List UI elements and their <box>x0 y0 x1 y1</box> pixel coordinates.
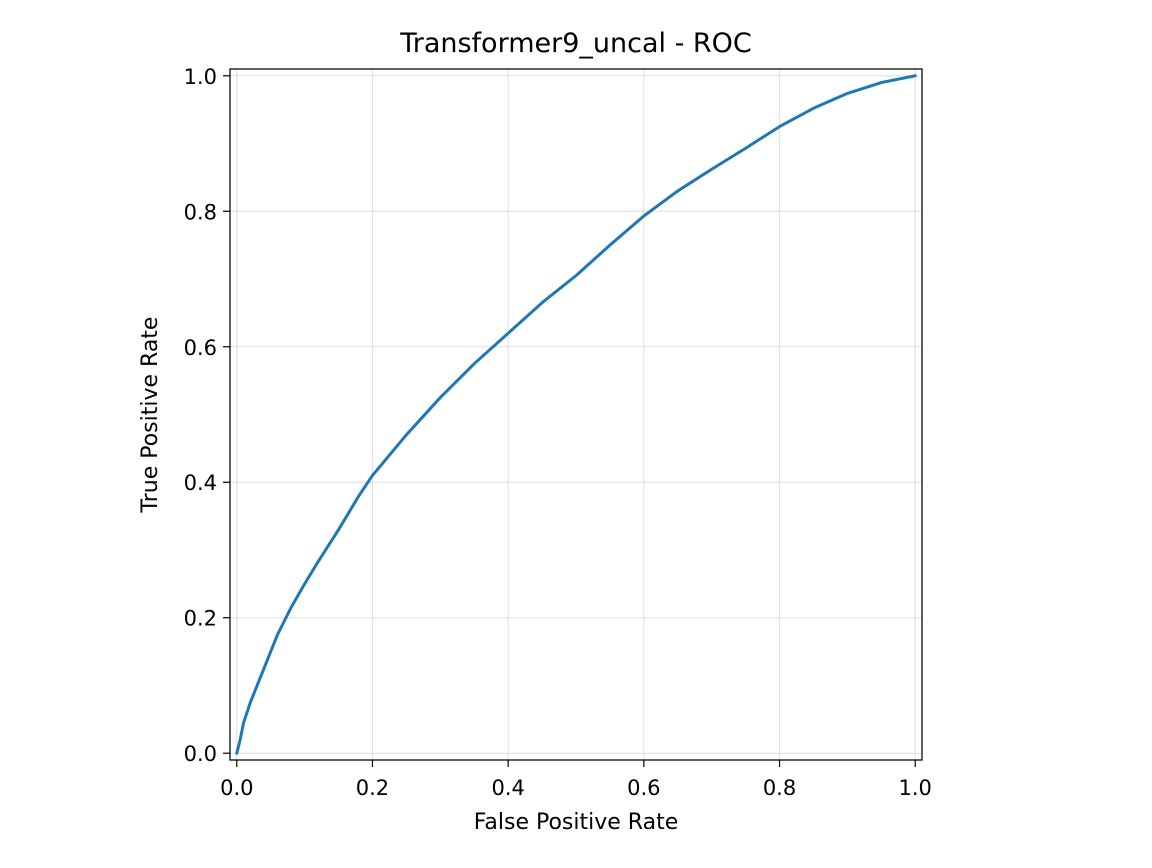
x-tick-label: 0.0 <box>220 776 253 800</box>
x-tick-label: 1.0 <box>899 776 932 800</box>
y-tick-label: 1.0 <box>184 65 217 89</box>
axis-ticks: 0.0 0.2 0.4 0.6 0.8 1.0 0.0 0.2 0.4 0.6 0.8 1.0 <box>184 65 932 800</box>
x-tick-label: 0.2 <box>356 776 389 800</box>
chart-title: Transformer9_uncal - ROC <box>399 28 752 59</box>
y-tick-label: 0.2 <box>184 607 217 631</box>
plot-frame <box>229 68 923 761</box>
x-axis-label: False Positive Rate <box>474 810 678 835</box>
y-tick-label: 0.4 <box>184 471 217 495</box>
y-tick-label: 0.8 <box>184 200 217 224</box>
y-axis-label: True Positive Rate <box>138 317 163 514</box>
y-tick-label: 0.6 <box>184 336 217 360</box>
roc-curve-line <box>235 74 917 755</box>
y-tick-label: 0.0 <box>184 742 217 766</box>
x-tick-label: 0.8 <box>763 776 796 800</box>
x-tick-label: 0.4 <box>491 776 524 800</box>
grid <box>230 69 922 760</box>
x-tick-label: 0.6 <box>627 776 660 800</box>
roc-series <box>235 74 917 755</box>
